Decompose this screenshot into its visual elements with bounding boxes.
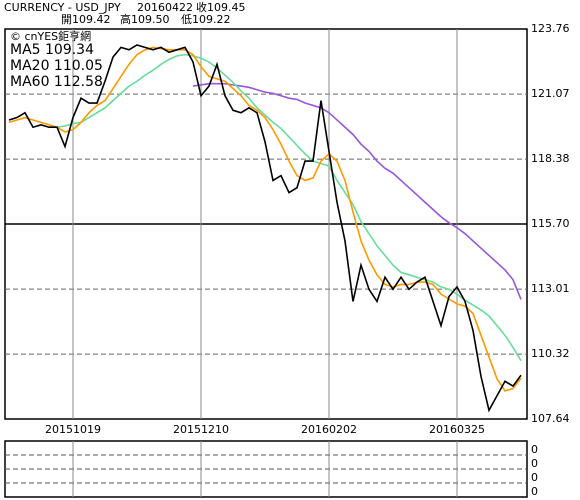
y-tick-label: 113.01	[531, 282, 570, 295]
series-line	[8, 44, 522, 413]
legend-entry: MA60 112.58	[10, 74, 103, 90]
y-tick-label: 123.76	[531, 22, 570, 35]
x-tick-label: 20151019	[45, 423, 101, 436]
low: 低109.22	[181, 13, 231, 26]
legend-entry: MA5 109.34	[10, 42, 94, 58]
date: 20160422	[137, 1, 193, 14]
high: 高109.50	[120, 12, 170, 26]
y-tick-label: 121.07	[531, 87, 570, 100]
series-line	[8, 46, 522, 392]
symbol: CURRENCY - USD_JPY	[4, 1, 121, 14]
y-tick-label: 115.70	[531, 217, 570, 230]
series-line	[56, 53, 522, 362]
sub-tick-label: 0	[531, 485, 538, 498]
series-line	[192, 82, 522, 300]
open: 開109.42	[61, 13, 111, 26]
y-tick-label: 110.32	[531, 347, 570, 360]
y-tick-label: 107.64	[531, 412, 570, 425]
x-tick-label: 20151210	[173, 423, 229, 436]
sub-tick-label: 0	[531, 471, 538, 484]
sub-tick-label: 0	[531, 443, 538, 456]
x-tick-label: 20160325	[429, 423, 485, 436]
y-tick-label: 118.38	[531, 152, 570, 165]
source: © cnYES鉅亨網	[10, 29, 91, 43]
close: 收109.45	[196, 0, 246, 14]
legend-entry: MA20 110.05	[10, 58, 103, 74]
sub-tick-label: 0	[531, 457, 538, 470]
x-tick-label: 20160202	[301, 423, 357, 436]
